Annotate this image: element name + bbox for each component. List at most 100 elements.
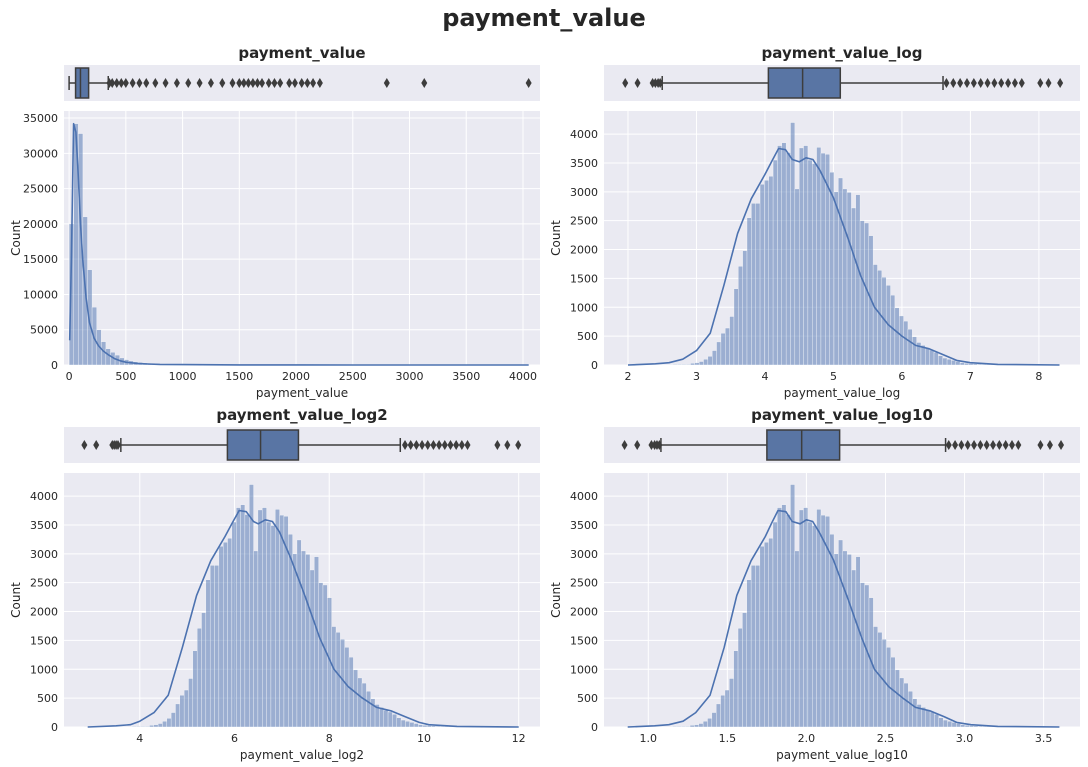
y-tick-label: 1500 bbox=[570, 634, 598, 647]
box-outlier bbox=[413, 440, 420, 450]
histogram-bar bbox=[702, 721, 708, 728]
histogram-bar bbox=[877, 632, 883, 728]
histogram-bar bbox=[938, 717, 944, 728]
box-outlier bbox=[236, 78, 243, 88]
panel-title: payment_value_log2 bbox=[216, 406, 387, 424]
box-outlier bbox=[943, 78, 950, 88]
histogram-bar bbox=[183, 689, 189, 728]
histogram-bar bbox=[157, 723, 163, 728]
histogram-bar bbox=[301, 550, 306, 728]
x-axis-label: payment_value bbox=[256, 386, 348, 400]
histogram-bar bbox=[681, 726, 686, 728]
histogram-bar bbox=[413, 723, 419, 728]
histogram-bar bbox=[218, 546, 224, 728]
x-tick-label: 1000 bbox=[169, 370, 197, 383]
histogram-bar bbox=[305, 554, 311, 728]
box-outlier bbox=[245, 78, 252, 88]
histogram-bar bbox=[396, 717, 402, 728]
histogram-bar bbox=[694, 362, 700, 366]
y-axis-label: Count bbox=[549, 220, 563, 256]
histogram-bar bbox=[136, 726, 141, 728]
y-tick-label: 2000 bbox=[570, 244, 598, 257]
histogram-bar bbox=[877, 270, 883, 366]
box-outlier bbox=[162, 78, 169, 88]
histogram-bar bbox=[707, 718, 713, 728]
histogram-bar bbox=[794, 188, 800, 366]
y-tick-label: 3500 bbox=[570, 157, 598, 170]
histogram-bar bbox=[105, 348, 111, 366]
box-outlier bbox=[436, 440, 443, 450]
box-outlier bbox=[118, 78, 125, 88]
box-outlier bbox=[453, 440, 460, 450]
box-outlier bbox=[958, 440, 965, 450]
x-tick-label: 3.5 bbox=[1035, 732, 1053, 745]
y-tick-label: 2000 bbox=[30, 606, 58, 619]
box-outlier bbox=[977, 78, 984, 88]
box-outlier bbox=[998, 78, 1005, 88]
box-outlier bbox=[298, 78, 305, 88]
panel-payment-value: payment_value 0 500 1000 1500 2000 2500 3000 350… bbox=[9, 44, 540, 400]
histogram-bar bbox=[903, 320, 909, 366]
histogram-bar bbox=[816, 147, 822, 366]
histogram-bar bbox=[859, 220, 865, 366]
histogram-bar bbox=[925, 710, 931, 728]
histogram-bars bbox=[84, 484, 519, 728]
histogram-bar bbox=[231, 521, 237, 728]
box-outlier bbox=[1037, 440, 1044, 450]
histogram-bar bbox=[725, 327, 730, 366]
box-outlier bbox=[249, 78, 256, 88]
histogram-bar bbox=[855, 556, 861, 728]
box-outlier bbox=[964, 440, 971, 450]
histogram-bar bbox=[951, 360, 956, 366]
box-outlier bbox=[494, 440, 501, 450]
histogram-bar bbox=[707, 356, 713, 366]
box-outlier bbox=[265, 78, 272, 88]
panel-payment-value-log10: payment_value_log10 1.0 1.5 2.0 2.5 3.0 3.5 0 50… bbox=[549, 406, 1080, 762]
boxplot bbox=[622, 67, 1064, 99]
x-tick-label: 0 bbox=[66, 370, 73, 383]
x-tick-label: 2 bbox=[624, 370, 631, 383]
histogram-bar bbox=[781, 142, 787, 366]
box-outlier bbox=[259, 78, 266, 88]
y-tick-label: 0 bbox=[51, 359, 58, 372]
histogram-bar bbox=[750, 565, 756, 728]
box-outlier bbox=[229, 78, 236, 88]
box-outlier bbox=[458, 440, 465, 450]
histogram-bar bbox=[934, 714, 940, 728]
histogram-bar bbox=[711, 712, 717, 728]
panel-title: payment_value_log bbox=[762, 44, 923, 62]
x-tick-label: 2.5 bbox=[877, 732, 895, 745]
y-tick-label: 0 bbox=[591, 359, 598, 372]
histogram-bar bbox=[737, 628, 743, 728]
box-outlier bbox=[648, 440, 655, 450]
histogram-bar bbox=[703, 359, 709, 366]
histogram-bar bbox=[803, 507, 809, 728]
histogram-bar bbox=[942, 719, 948, 728]
histogram-bar bbox=[794, 550, 800, 728]
x-tick-label: 8 bbox=[1035, 370, 1042, 383]
histogram-bar bbox=[798, 147, 804, 366]
box-outlier bbox=[1057, 78, 1064, 88]
box-outlier bbox=[464, 440, 471, 450]
y-tick-label: 10000 bbox=[23, 288, 58, 301]
histogram-bar bbox=[764, 180, 769, 366]
box-outlier bbox=[1015, 440, 1022, 450]
box-iqr bbox=[226, 429, 300, 461]
box-outlier bbox=[950, 78, 957, 88]
x-axis-label: payment_value_log bbox=[784, 386, 901, 400]
histogram-bar bbox=[331, 626, 337, 728]
histogram-bar bbox=[833, 553, 839, 728]
histogram-bar bbox=[348, 656, 354, 728]
histogram-bar bbox=[820, 152, 826, 366]
box-outlier bbox=[971, 440, 978, 450]
histogram-bar bbox=[947, 721, 953, 728]
histogram-bar bbox=[777, 145, 782, 366]
x-tick-label: 3.0 bbox=[956, 732, 974, 745]
x-tick-label: 12 bbox=[512, 732, 526, 745]
histogram-bar bbox=[222, 542, 228, 728]
box-outlier bbox=[136, 78, 143, 88]
histogram-bar bbox=[361, 682, 367, 728]
histogram-bar bbox=[244, 514, 250, 728]
histogram-bar bbox=[833, 191, 839, 366]
box-outlier bbox=[515, 440, 522, 450]
